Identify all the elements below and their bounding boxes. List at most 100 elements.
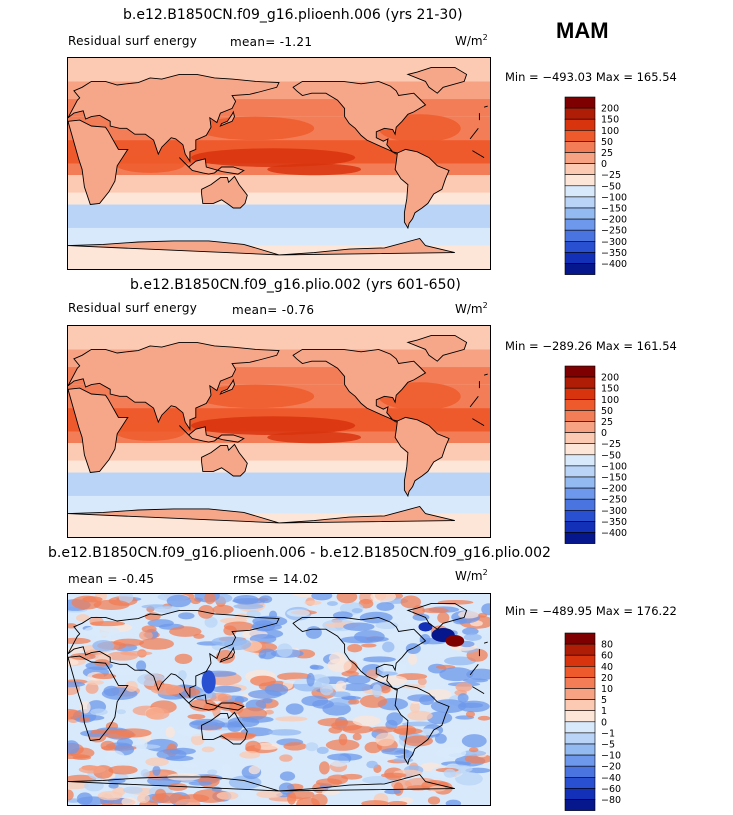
colorbar-tick-label: −400 <box>601 528 627 539</box>
field-blob <box>84 780 104 792</box>
panel2-map-svg <box>68 326 490 537</box>
colorbar-tick-label: −150 <box>601 473 627 484</box>
field-blob <box>384 789 402 795</box>
colorbar-tick-label: −40 <box>601 773 621 784</box>
field-blob <box>141 625 157 633</box>
field-blob <box>276 643 293 658</box>
panel1-map <box>67 57 491 270</box>
field-blob <box>380 685 391 694</box>
colorbar-swatch <box>564 229 596 242</box>
colorbar-swatch <box>564 699 596 711</box>
field-blob <box>345 675 371 685</box>
field-blob <box>403 735 434 747</box>
panel1-units: W/m2 <box>455 33 488 48</box>
colorbar-tick-label: 80 <box>601 640 613 651</box>
colorbar-swatch <box>564 743 596 756</box>
colorbar-tick-label: −250 <box>601 226 627 237</box>
field-blob <box>330 691 351 698</box>
field-blob <box>136 660 147 672</box>
colorbar-swatch <box>564 443 596 456</box>
field-blob <box>256 790 283 799</box>
field-blob <box>116 709 127 715</box>
coastline-eurasia <box>68 341 280 431</box>
field-blob <box>387 801 408 805</box>
coastline-greenland <box>406 602 468 630</box>
colorbar-swatch <box>564 498 596 511</box>
colorbar-tick-label: −80 <box>601 795 621 806</box>
colorbar-swatch <box>564 196 596 209</box>
field-blob <box>361 643 377 648</box>
panel3-minmax: Min = −489.95 Max = 176.22 <box>505 604 677 618</box>
field-blob <box>328 726 343 734</box>
coastline-australia <box>201 443 248 477</box>
colorbar-swatch <box>564 410 596 422</box>
field-blob <box>418 622 433 632</box>
colorbar-tick-label: −350 <box>601 248 627 259</box>
colorbar-swatch <box>564 532 596 544</box>
field-blob <box>376 602 395 611</box>
field-blob <box>412 613 430 621</box>
field-blob <box>75 614 90 622</box>
field-blob <box>443 656 477 666</box>
field-blob <box>347 644 363 653</box>
ocean-band <box>68 192 490 205</box>
field-blob <box>241 716 274 723</box>
field-blob <box>204 616 218 628</box>
panel1-variable-label: Residual surf energy <box>68 34 198 48</box>
field-blob <box>86 679 104 685</box>
coastline-africa <box>68 387 129 473</box>
field-blob <box>366 760 378 769</box>
season-label: MAM <box>556 18 609 43</box>
colorbar-swatch <box>564 207 596 220</box>
colorbar-tick-label: −200 <box>601 484 627 495</box>
coastline-antarctica <box>278 505 455 524</box>
field-blob <box>407 694 436 702</box>
field-blob <box>457 700 490 713</box>
panel2-title: b.e12.B1850CN.f09_g16.plio.002 (yrs 601-… <box>130 277 461 293</box>
field-blob <box>342 683 374 692</box>
field-blob <box>336 594 358 604</box>
colorbar-swatch <box>564 788 596 800</box>
field-blob <box>352 733 362 741</box>
field-blob <box>362 656 396 663</box>
coastline-samerica <box>394 416 450 498</box>
coastline-indonesia <box>179 693 245 711</box>
field-blob <box>401 684 426 689</box>
colorbar-swatch <box>564 376 596 389</box>
field-blob <box>201 670 216 694</box>
field-blob <box>145 707 170 720</box>
field-blob <box>321 789 341 795</box>
colorbar-swatch <box>564 688 596 700</box>
field-blob <box>178 612 195 620</box>
field-blob <box>259 595 273 604</box>
field-blob <box>191 416 356 436</box>
colorbar-swatch <box>564 732 596 745</box>
field-blob <box>178 670 187 681</box>
colorbar-tick-label: 40 <box>601 662 613 673</box>
colorbar-swatch <box>564 510 596 522</box>
field-blob <box>406 785 430 791</box>
field-blob <box>279 771 296 782</box>
colorbar-tick-label: 0 <box>601 428 607 439</box>
coastline-antarctica <box>68 240 280 256</box>
colorbar-tick-label: −300 <box>601 506 627 517</box>
field-blob <box>275 716 308 722</box>
colorbar-swatch <box>564 454 596 467</box>
colorbar-swatch <box>564 241 596 253</box>
panel3-mean-label: mean = -0.45 <box>68 572 155 586</box>
colorbar-tick-label: 50 <box>601 406 613 417</box>
colorbar-tick-label: 1 <box>601 706 607 717</box>
panel2-colorbar: 200 150 100 50 25 0 −25 −50 −100 −150 −200 −250 −300… <box>564 365 655 548</box>
colorbar-swatch <box>564 163 596 175</box>
colorbar-swatch <box>564 218 596 231</box>
panel2-variable-label: Residual surf energy <box>68 301 198 315</box>
field-blob <box>366 636 389 642</box>
colorbar-tick-label: −20 <box>601 762 621 773</box>
field-blob <box>190 733 205 746</box>
colorbar-swatch <box>564 710 596 723</box>
coastline-namerica <box>292 348 427 423</box>
panel2-mean-label: mean= -0.76 <box>232 303 315 317</box>
field-blob <box>317 718 349 727</box>
field-blob <box>301 695 329 707</box>
field-blob <box>201 746 215 753</box>
